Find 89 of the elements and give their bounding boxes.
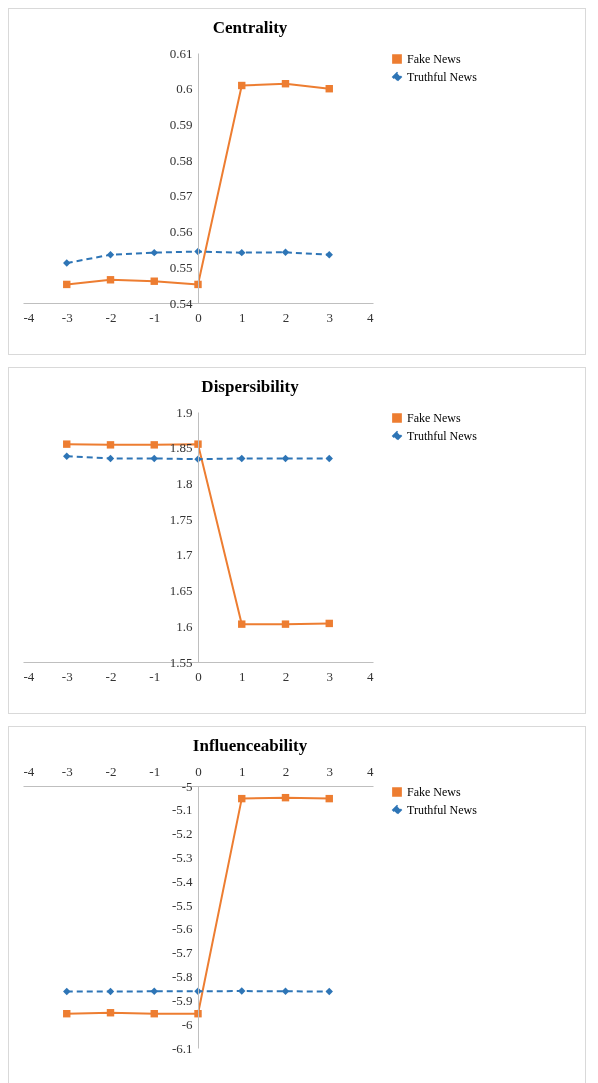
x-tick-label: -4 xyxy=(23,668,35,684)
y-tick-label: -5.7 xyxy=(171,945,193,961)
point xyxy=(281,248,290,256)
legend-label: Truthful News xyxy=(407,429,478,443)
legend-label: Fake News xyxy=(407,411,461,425)
y-tick-label: 0.59 xyxy=(169,116,193,132)
point xyxy=(194,247,202,256)
point xyxy=(194,987,202,996)
x-tick-label: -3 xyxy=(61,309,73,325)
y-tick-label: 1.8 xyxy=(176,475,193,491)
x-tick-label: -2 xyxy=(105,668,117,684)
point xyxy=(325,987,333,996)
y-tick-label: 0.58 xyxy=(169,152,193,168)
x-tick-label: 2 xyxy=(282,668,290,684)
point xyxy=(325,454,333,463)
y-tick-label: -5 xyxy=(181,778,193,794)
point xyxy=(63,987,71,996)
y-tick-label: 0.56 xyxy=(169,224,193,240)
y-tick-label: -5.6 xyxy=(171,921,193,937)
legend-label: Fake News xyxy=(407,785,461,799)
y-tick-label: 1.9 xyxy=(176,404,193,420)
legend-label: Fake News xyxy=(407,52,461,66)
point xyxy=(238,248,246,257)
y-tick-label: -5.1 xyxy=(171,802,193,818)
point xyxy=(238,454,246,463)
x-tick-label: -4 xyxy=(23,309,35,325)
point xyxy=(150,248,158,257)
x-tick-label: -3 xyxy=(61,763,73,779)
x-tick-label: -1 xyxy=(149,763,161,779)
y-tick-label: -5.4 xyxy=(171,873,193,889)
x-tick-label: 3 xyxy=(326,309,333,325)
point xyxy=(106,987,115,996)
y-tick-label: 1.85 xyxy=(169,440,193,456)
point xyxy=(281,987,290,996)
point xyxy=(106,441,115,449)
y-tick-label: -5.5 xyxy=(171,897,193,913)
x-tick-label: 1 xyxy=(239,763,246,779)
point xyxy=(281,454,290,463)
y-tick-label: 0.57 xyxy=(169,188,193,204)
x-tick-label: -3 xyxy=(61,668,73,684)
chart-title: Dispersibility xyxy=(201,377,300,396)
point xyxy=(63,440,71,448)
y-tick-label: 1.65 xyxy=(169,583,193,599)
point xyxy=(150,454,158,463)
x-tick-label: -4 xyxy=(23,763,35,779)
point xyxy=(238,987,246,995)
y-tick-label: 0.6 xyxy=(176,81,193,97)
x-tick-label: -2 xyxy=(105,309,117,325)
y-tick-label: -5.3 xyxy=(171,849,193,865)
legend-label: Truthful News xyxy=(407,803,478,817)
y-tick-label: -6.1 xyxy=(171,1040,193,1056)
x-tick-label: 3 xyxy=(326,763,333,779)
point xyxy=(281,620,290,628)
x-tick-label: 1 xyxy=(239,309,246,325)
x-tick-label: 0 xyxy=(195,668,202,684)
y-tick-label: 0.55 xyxy=(169,259,193,275)
point xyxy=(238,620,246,628)
point xyxy=(325,251,333,259)
x-tick-label: -2 xyxy=(105,763,117,779)
y-tick-label: 1.7 xyxy=(176,547,193,563)
chart-title: Influenceability xyxy=(192,736,308,755)
x-tick-label: -1 xyxy=(149,668,161,684)
y-tick-label: 0.54 xyxy=(169,295,193,311)
point xyxy=(150,987,158,996)
y-tick-label: 1.55 xyxy=(169,654,193,670)
x-tick-label: -1 xyxy=(149,309,161,325)
point xyxy=(106,454,115,463)
point xyxy=(194,440,202,448)
x-tick-label: 1 xyxy=(239,668,246,684)
y-tick-label: 0.61 xyxy=(169,45,193,61)
y-tick-label: -5.9 xyxy=(171,992,193,1008)
x-tick-label: 0 xyxy=(195,763,202,779)
x-tick-label: 4 xyxy=(367,309,374,325)
point xyxy=(150,441,158,449)
x-tick-label: 2 xyxy=(282,309,290,325)
legend-label: Truthful News xyxy=(407,70,478,84)
chart-title: Centrality xyxy=(212,18,288,37)
x-tick-label: 2 xyxy=(282,763,290,779)
y-tick-label: -6 xyxy=(181,1016,193,1032)
point xyxy=(63,452,71,460)
y-tick-label: -5.2 xyxy=(171,826,193,842)
x-tick-label: 0 xyxy=(195,309,202,325)
point xyxy=(106,251,115,259)
y-tick-label: 1.6 xyxy=(176,618,193,634)
y-tick-label: 1.75 xyxy=(169,511,193,527)
y-tick-label: -5.8 xyxy=(171,969,193,985)
x-tick-label: 4 xyxy=(367,763,374,779)
x-tick-label: 3 xyxy=(326,668,333,684)
x-tick-label: 4 xyxy=(367,668,374,684)
